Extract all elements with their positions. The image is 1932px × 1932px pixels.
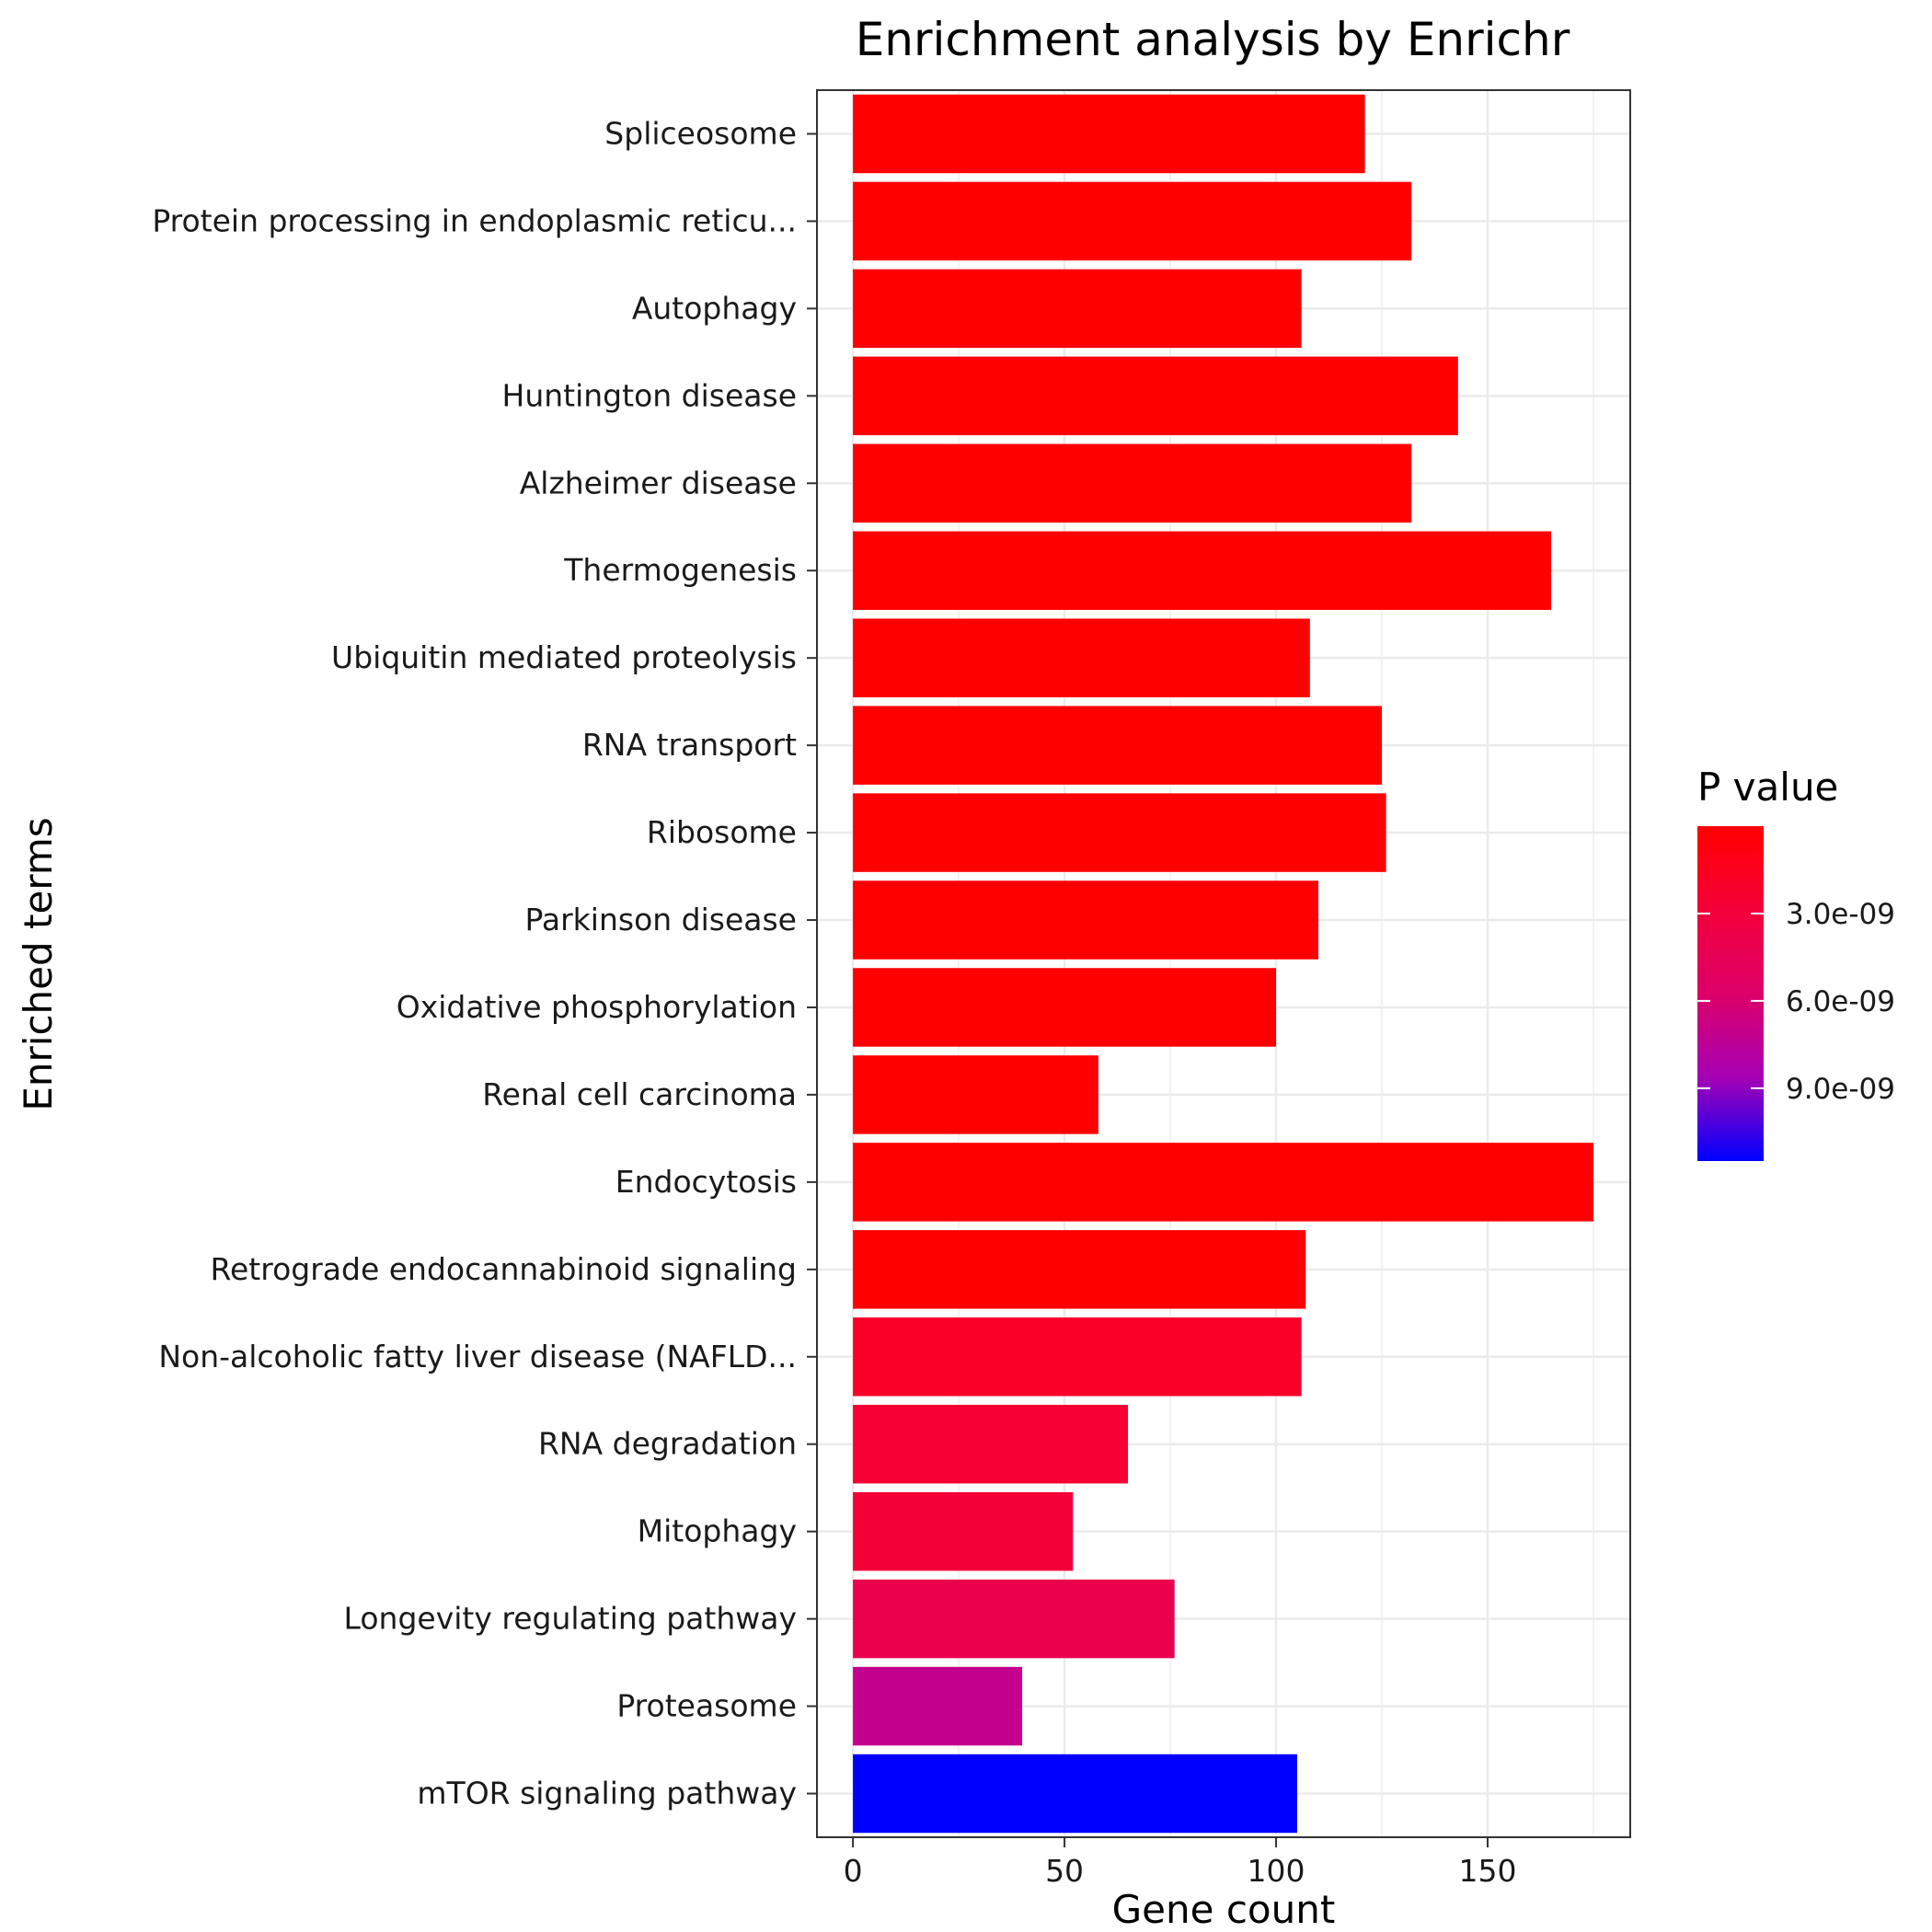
y-tick-label: Mitophagy [638, 1513, 797, 1549]
y-tick-label: Ribosome [647, 814, 797, 850]
x-axis-title: Gene count [1112, 1887, 1336, 1932]
legend-tick-label: 6.0e-09 [1786, 985, 1895, 1018]
bar [853, 706, 1383, 785]
y-tick-label: Spliceosome [604, 115, 797, 151]
y-tick-label: Retrograde endocannabinoid signaling [211, 1251, 797, 1287]
y-tick-label: Protein processing in endoplasmic reticu… [152, 202, 797, 238]
bar [853, 618, 1310, 697]
chart-title: Enrichment analysis by Enrichr [856, 13, 1570, 66]
legend-tick-label: 3.0e-09 [1786, 898, 1895, 931]
y-tick-label: Proteasome [616, 1688, 797, 1724]
bar [853, 1754, 1298, 1834]
legend-colorbar [1697, 826, 1764, 1161]
x-tick-label: 0 [844, 1853, 863, 1889]
bar [853, 1143, 1593, 1222]
bars-group [853, 94, 1593, 1834]
bar [853, 1317, 1302, 1397]
bar [853, 443, 1412, 523]
y-tick-label: mTOR signaling pathway [417, 1776, 797, 1811]
bar [853, 968, 1277, 1047]
bar [853, 356, 1458, 436]
bar [853, 94, 1365, 174]
y-tick-label: Thermogenesis [563, 552, 797, 588]
y-tick-label: Endocytosis [615, 1164, 797, 1200]
bar [853, 269, 1302, 349]
y-axis: Spliceosome Protein processing in endopla… [152, 115, 817, 1811]
color-legend: P value 3.0e-09 6.0e-09 9.0e-09 [1697, 765, 1895, 1161]
y-tick-label: Longevity regulating pathway [344, 1601, 797, 1637]
y-tick-label: Huntington disease [502, 377, 797, 413]
x-axis: 0 50 100 150 [844, 1837, 1517, 1889]
x-tick-label: 100 [1248, 1853, 1305, 1889]
y-tick-label: Autophagy [632, 290, 797, 326]
y-tick-label: Renal cell carcinoma [482, 1076, 797, 1112]
y-tick-label: Ubiquitin mediated proteolysis [331, 639, 797, 675]
x-tick-label: 150 [1459, 1853, 1517, 1889]
bar [853, 1579, 1175, 1659]
plot-panel [817, 90, 1630, 1837]
x-tick-label: 50 [1045, 1853, 1084, 1889]
bar [853, 1666, 1023, 1746]
bar [853, 1491, 1074, 1571]
bar [853, 1055, 1098, 1134]
panel-background [817, 90, 1630, 1837]
y-tick-label: Oxidative phosphorylation [397, 989, 797, 1025]
bar [853, 181, 1412, 261]
y-tick-label: RNA transport [582, 727, 797, 763]
panel-border [816, 89, 1631, 1838]
bar [853, 1404, 1129, 1484]
y-tick-label: Non-alcoholic fatty liver disease (NAFLD… [158, 1339, 797, 1374]
y-axis-title: Enriched terms [16, 817, 61, 1110]
y-tick-label: Alzheimer disease [520, 465, 797, 500]
bar [853, 880, 1319, 960]
bar [853, 531, 1551, 610]
bar [853, 1230, 1306, 1309]
bar [853, 793, 1386, 872]
legend-title: P value [1697, 765, 1838, 810]
y-tick-label: RNA degradation [538, 1426, 797, 1462]
y-tick-label: Parkinson disease [524, 902, 797, 937]
legend-tick-label: 9.0e-09 [1786, 1073, 1895, 1106]
